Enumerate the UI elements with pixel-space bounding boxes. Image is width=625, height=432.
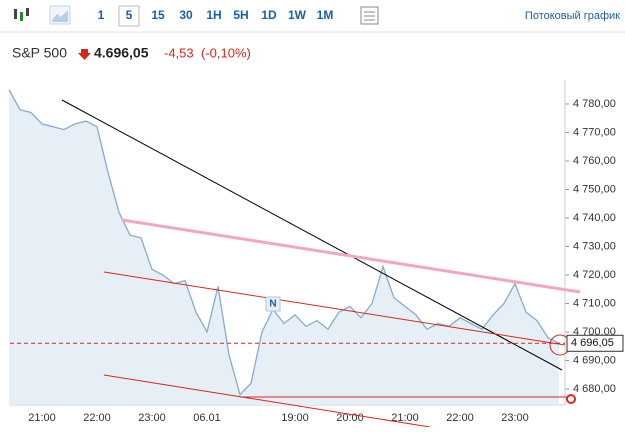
price-line xyxy=(8,89,560,396)
y-tick-label: 4 770,00 xyxy=(573,126,616,138)
trend-line xyxy=(121,218,581,294)
streaming-link[interactable]: Потоковый график xyxy=(525,10,620,22)
quote-change: -4,53 xyxy=(164,45,194,60)
news-marker-label: N xyxy=(269,299,276,310)
interval-button[interactable]: 1H xyxy=(206,8,221,22)
x-tick-label: 22:00 xyxy=(446,412,474,424)
x-tick-label: 20:00 xyxy=(336,412,364,424)
y-tick-label: 4 710,00 xyxy=(573,297,616,309)
x-tick-label: 21:00 xyxy=(28,412,56,424)
area-icon[interactable] xyxy=(49,5,71,25)
x-tick-label: 23:00 xyxy=(501,412,529,424)
toolbar: 1 5 15 30 1H 5H 1D 1W 1M xyxy=(98,8,334,22)
trend-line xyxy=(103,271,566,346)
y-tick-label: 4 690,00 xyxy=(573,354,616,366)
interval-button[interactable]: 30 xyxy=(179,8,193,22)
interval-button[interactable]: 5H xyxy=(233,8,248,22)
trend-line xyxy=(61,99,563,371)
y-tick-label: 4 750,00 xyxy=(573,183,616,195)
area-fill xyxy=(9,89,559,405)
x-tick-label: 19:00 xyxy=(281,412,309,424)
y-tick-label: 4 740,00 xyxy=(573,212,616,224)
x-tick-label: 22:00 xyxy=(83,412,111,424)
quote-change-pct: (-0,10%) xyxy=(201,45,251,60)
quote-name: S&P 500 xyxy=(12,45,67,61)
news-marker xyxy=(265,296,281,312)
marker-circle xyxy=(566,394,576,404)
interval-button[interactable]: 1W xyxy=(288,8,307,22)
interval-button[interactable]: 5 xyxy=(126,8,133,22)
y-tick-label: 4 680,00 xyxy=(573,383,616,395)
down-arrow xyxy=(78,49,91,60)
quote-price: 4.696,05 xyxy=(94,45,149,61)
interval-button[interactable]: 1D xyxy=(261,8,277,22)
interval-button[interactable]: 1 xyxy=(98,8,105,22)
y-tick-label: 4 720,00 xyxy=(573,269,616,281)
x-tick-label: 23:00 xyxy=(138,412,166,424)
x-tick-label: 06.01 xyxy=(193,412,221,424)
y-tick-label: 4 760,00 xyxy=(573,155,616,167)
x-tick-label: 21:00 xyxy=(391,412,419,424)
y-tick-label: 4 730,00 xyxy=(573,240,616,252)
last-price-box xyxy=(566,334,624,352)
interval-button[interactable]: 1M xyxy=(317,8,334,22)
trend-line xyxy=(103,374,431,428)
last-price-label: 4 696,05 xyxy=(571,337,614,349)
interval-button[interactable]: 15 xyxy=(151,8,165,22)
table-icon[interactable] xyxy=(360,6,379,25)
selected-interval xyxy=(118,5,140,27)
candle-icon[interactable] xyxy=(14,8,29,21)
y-tick-label: 4 780,00 xyxy=(573,98,616,110)
